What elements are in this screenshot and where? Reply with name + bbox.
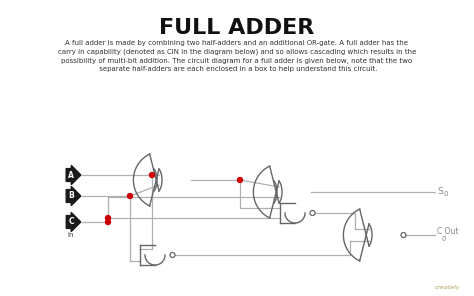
Text: 0: 0 [442,236,447,242]
Text: A full adder is made by combining two half-adders and an additional OR-gate. A f: A full adder is made by combining two ha… [58,40,416,72]
Circle shape [128,194,133,199]
Circle shape [106,215,110,221]
Text: S: S [437,186,443,195]
Text: In: In [68,232,74,238]
Text: A: A [68,170,74,179]
Circle shape [106,220,110,224]
Text: FULL ADDER: FULL ADDER [159,18,315,38]
Text: 0: 0 [444,191,448,197]
Text: creately: creately [434,285,460,290]
Circle shape [237,178,243,183]
Text: B: B [68,192,74,200]
Circle shape [149,173,155,178]
Text: C Out: C Out [437,226,458,236]
Text: C: C [68,218,74,226]
